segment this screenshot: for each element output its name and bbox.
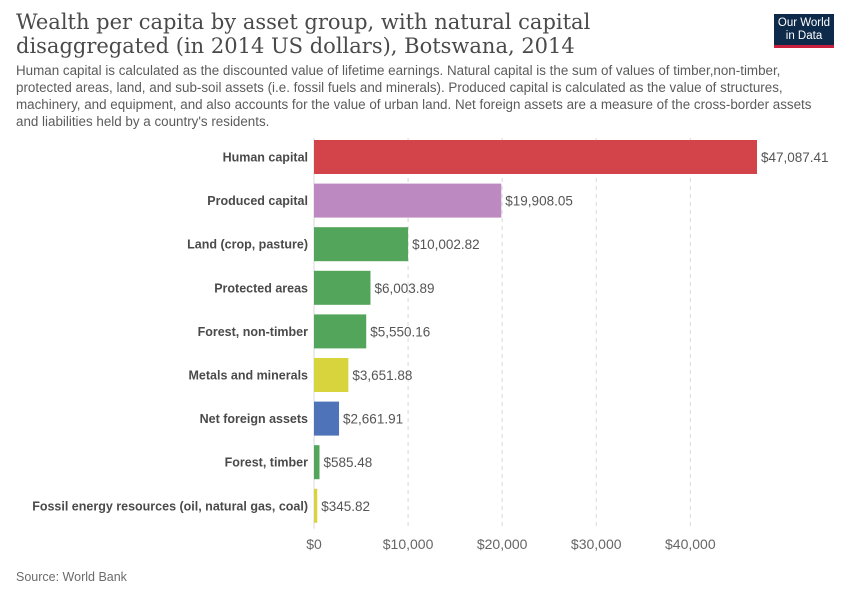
x-tick-label: $10,000 xyxy=(383,536,434,552)
x-tick-label: $0 xyxy=(306,536,322,552)
category-label: Forest, timber xyxy=(225,456,308,470)
category-label: Forest, non-timber xyxy=(198,325,309,339)
value-label: $47,087.41 xyxy=(761,150,829,165)
x-tick-label: $20,000 xyxy=(477,536,528,552)
category-label: Metals and minerals xyxy=(189,369,309,383)
bar xyxy=(314,183,502,218)
value-label: $2,661.91 xyxy=(343,412,403,427)
bar xyxy=(314,488,318,523)
category-label: Land (crop, pasture) xyxy=(187,238,308,252)
x-tick-label: $30,000 xyxy=(571,536,622,552)
category-label: Net foreign assets xyxy=(200,412,308,426)
value-label: $3,651.88 xyxy=(352,368,412,383)
category-label: Fossil energy resources (oil, natural ga… xyxy=(32,499,308,513)
logo-line-1: Our World xyxy=(777,17,831,29)
bar xyxy=(314,358,349,392)
value-label: $10,002.82 xyxy=(412,237,480,252)
bar xyxy=(314,401,340,436)
bar-chart: $0 $10,000 $20,000 $30,000 $40,000 Human capi… xyxy=(32,138,829,552)
x-tick-label: $40,000 xyxy=(665,536,716,552)
logo-line-2: in Data xyxy=(785,30,823,42)
category-label: Protected areas xyxy=(214,281,308,295)
category-label: Human capital xyxy=(223,151,308,165)
chart-subtitle: Human capital is calculated as the disco… xyxy=(16,63,812,129)
source-note: Source: World Bank xyxy=(16,570,127,584)
value-label: $19,908.05 xyxy=(505,194,573,209)
bar xyxy=(314,227,409,262)
value-label: $345.82 xyxy=(321,499,370,514)
bar xyxy=(314,445,320,480)
bar xyxy=(314,140,757,174)
category-label: Produced capital xyxy=(207,194,308,208)
bar xyxy=(314,270,371,305)
value-label: $6,003.89 xyxy=(374,281,434,296)
value-label: $585.48 xyxy=(324,455,373,470)
owid-logo[interactable]: Our World in Data xyxy=(774,14,834,48)
bar xyxy=(314,314,367,349)
value-label: $5,550.16 xyxy=(370,324,430,339)
chart-title: Wealth per capita by asset group, with n… xyxy=(16,10,591,58)
